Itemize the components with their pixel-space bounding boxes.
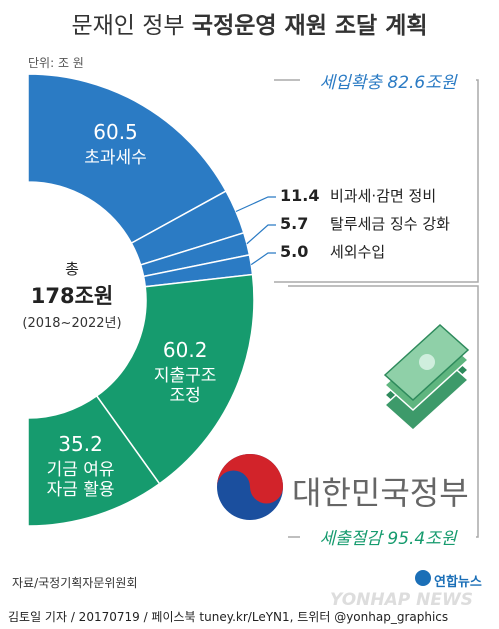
agency: 연합뉴스 bbox=[434, 575, 482, 590]
category-label: 기금 여유 자금 활용 bbox=[46, 459, 115, 501]
money-icon bbox=[383, 323, 470, 432]
title-light: 문재인 정부 bbox=[71, 13, 185, 39]
watermark: YONHAP NEWS bbox=[330, 590, 473, 610]
category-label: 세외수입 bbox=[330, 243, 386, 261]
category-label: 탈루세금 징수 강화 bbox=[330, 215, 450, 233]
center-label: 총 bbox=[65, 260, 79, 278]
value-label: 60.5 bbox=[93, 119, 138, 144]
period: (2018~2022년) bbox=[22, 316, 122, 331]
unit: 단위: 조 원 bbox=[28, 56, 84, 70]
gov-logo-text: 대한민국정부 bbox=[292, 474, 469, 512]
leader-line bbox=[250, 252, 276, 266]
value-label: 5.0 bbox=[280, 242, 309, 261]
leader-line bbox=[246, 224, 276, 245]
agency-logo bbox=[415, 570, 431, 586]
segment bbox=[27, 73, 228, 245]
segment bbox=[95, 273, 255, 485]
source: 자료/국정기획자문위원회 bbox=[12, 576, 138, 590]
value-label: 35.2 bbox=[58, 431, 103, 456]
total-label: 178조원 bbox=[30, 284, 114, 308]
value-label: 5.7 bbox=[280, 214, 309, 233]
category-label: 비과세·감면 정비 bbox=[330, 187, 437, 205]
value-label: 60.2 bbox=[162, 337, 208, 362]
credit: 김토일 기자 / 20170719 / 페이스북 tuney.kr/LeYN1,… bbox=[8, 610, 449, 624]
category-label: 초과세수 bbox=[84, 147, 147, 168]
group-label: 세입확충 82.6조원 bbox=[300, 68, 476, 93]
title: 문재인 정부 국정운영 재원 조달 계획 bbox=[0, 6, 499, 40]
category-label: 지출구조 조정 bbox=[153, 365, 217, 407]
group-label: 세출절감 95.4조원 bbox=[300, 524, 476, 549]
value-label: 11.4 bbox=[280, 186, 320, 205]
leader-line bbox=[235, 196, 276, 213]
segment bbox=[27, 394, 161, 527]
gov-emblem bbox=[217, 454, 283, 520]
title-bold: 국정운영 재원 조달 계획 bbox=[191, 13, 428, 39]
